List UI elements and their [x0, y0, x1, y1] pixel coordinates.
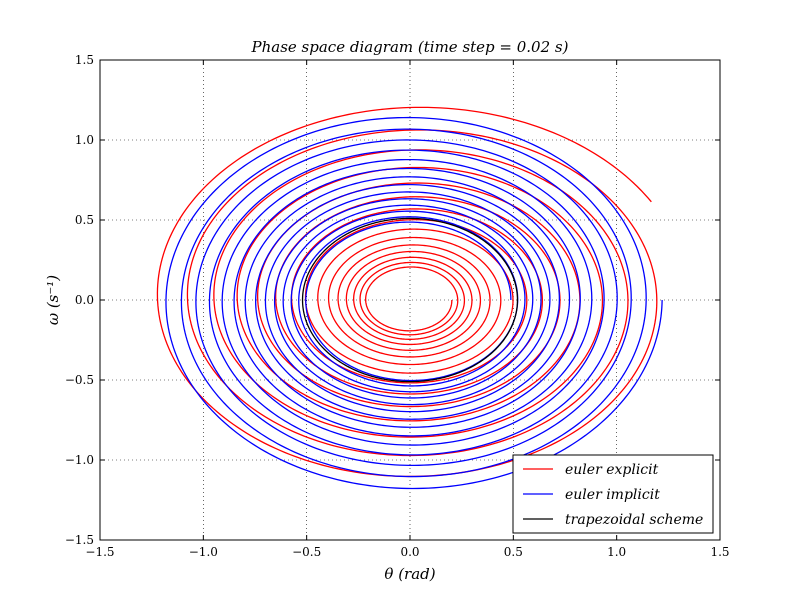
series-line-trapezoidal-scheme	[301, 217, 519, 383]
x-tick-label: 0.5	[504, 545, 523, 559]
legend-label: euler explicit	[565, 462, 659, 478]
legend-label: euler implicit	[565, 487, 660, 503]
x-tick-label: −1.5	[85, 545, 114, 559]
y-tick-label: 0.5	[75, 213, 94, 227]
y-tick-label: −1.0	[65, 453, 94, 467]
series-line-euler-implicit	[165, 116, 663, 490]
y-tick-label: −0.5	[65, 373, 94, 387]
y-tick-label: 1.0	[75, 133, 94, 147]
y-tick-label: 0.0	[75, 293, 94, 307]
series-line-euler-explicit	[156, 106, 658, 478]
series-layer	[156, 106, 663, 490]
y-tick-label: 1.5	[75, 53, 94, 67]
y-tick-label: −1.5	[65, 533, 94, 547]
x-tick-label: 1.0	[607, 545, 626, 559]
tick-layer: −1.5 −1.0 −0.5 0.0 0.5 1.0 1.5 −1.5 −1.0 −0.5 0.0 0…	[65, 53, 730, 559]
x-tick-label: −0.5	[292, 545, 321, 559]
legend-label: trapezoidal scheme	[565, 512, 703, 528]
chart-title: Phase space diagram (time step = 0.02 s)	[251, 38, 569, 56]
legend: euler explicit euler implicit trapezoidal …	[512, 454, 714, 534]
x-tick-label: 0.0	[400, 545, 419, 559]
y-axis-label: ω (s⁻¹)	[44, 275, 62, 325]
x-tick-label: −1.0	[189, 545, 218, 559]
x-axis-label: θ (rad)	[384, 565, 435, 583]
x-tick-label: 1.5	[710, 545, 729, 559]
